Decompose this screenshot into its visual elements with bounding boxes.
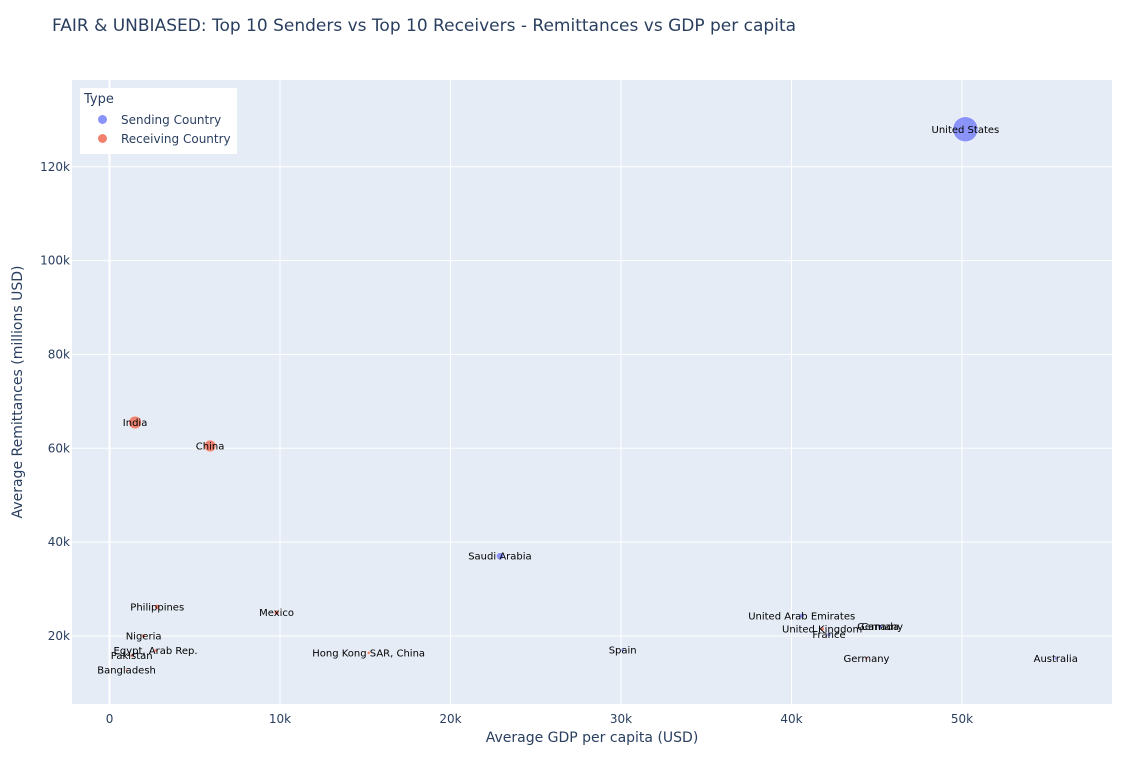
point-label: Nigeria xyxy=(126,631,162,642)
y-tick-label: 80k xyxy=(48,347,70,361)
data-point xyxy=(273,609,280,616)
grid-lines xyxy=(72,80,1112,704)
data-point xyxy=(864,656,869,661)
x-axis-title: Average GDP per capita (USD) xyxy=(486,730,699,746)
data-point xyxy=(620,648,625,652)
point-label: China xyxy=(196,441,225,452)
point-label: Canada xyxy=(861,622,899,633)
point-label: India xyxy=(123,418,148,429)
point-label: Mexico xyxy=(259,608,294,619)
data-point xyxy=(203,439,217,453)
x-tick-label: 50k xyxy=(951,712,973,726)
data-point xyxy=(496,552,504,561)
x-tick-label: 20k xyxy=(439,712,461,726)
y-tick-label: 40k xyxy=(48,535,70,549)
data-point xyxy=(1054,656,1058,661)
y-tick-label: 120k xyxy=(40,160,70,174)
y-tick-label: 60k xyxy=(48,441,70,455)
legend[interactable]: Type Sending Country Receiving Country xyxy=(80,88,237,154)
data-point xyxy=(129,653,134,658)
x-axis-ticks: 0 10k 20k 30k 40k 50k xyxy=(106,712,973,726)
x-tick-label: 30k xyxy=(610,712,632,726)
data-point xyxy=(366,651,371,655)
y-axis-title: Average Remittances (millions USD) xyxy=(10,266,26,519)
data-point xyxy=(128,415,142,430)
legend-label-receiving: Receiving Country xyxy=(121,131,231,146)
point-label: United States xyxy=(932,125,1000,136)
data-point xyxy=(141,633,146,639)
legend-title: Type xyxy=(84,92,114,107)
legend-label-sending: Sending Country xyxy=(121,112,222,127)
point-label: Germany xyxy=(844,654,890,665)
data-point xyxy=(125,668,129,672)
point-label: Germany xyxy=(857,622,903,633)
y-tick-label: 100k xyxy=(40,254,70,268)
point-label: Bangladesh xyxy=(97,666,156,677)
legend-item-sending[interactable]: Sending Country xyxy=(84,110,233,129)
data-point xyxy=(877,624,883,629)
plot-background xyxy=(72,80,1112,704)
data-point xyxy=(826,632,832,637)
point-labels: United States Saudi Arabia United Arab Emi… xyxy=(97,125,1078,677)
chart-title: FAIR & UNBIASED: Top 10 Senders vs Top 1… xyxy=(52,16,797,36)
data-point xyxy=(952,116,979,143)
data-point xyxy=(153,648,158,653)
point-label: Pakistan xyxy=(111,651,153,662)
data-point xyxy=(819,626,825,632)
point-label: Hong Kong SAR, China xyxy=(312,648,425,659)
point-label: Australia xyxy=(1034,654,1078,665)
data-point xyxy=(154,604,161,610)
y-tick-label: 20k xyxy=(48,629,70,643)
legend-item-receiving[interactable]: Receiving Country xyxy=(84,129,233,148)
point-label: United Arab Emirates xyxy=(748,611,855,622)
legend-marker-receiving xyxy=(98,134,107,143)
data-points xyxy=(125,116,1058,672)
point-label: France xyxy=(812,630,845,641)
data-point xyxy=(799,613,805,619)
point-label: Spain xyxy=(609,646,637,657)
point-label: Egypt, Arab Rep. xyxy=(114,646,198,657)
x-tick-label: 40k xyxy=(780,712,802,726)
x-tick-label: 10k xyxy=(269,712,291,726)
point-label: Philippines xyxy=(130,602,184,613)
point-label: United Kingdom xyxy=(782,624,862,635)
x-tick-label: 0 xyxy=(106,712,114,726)
point-label: Saudi Arabia xyxy=(468,552,531,563)
y-axis-ticks: 20k 40k 60k 80k 100k 120k xyxy=(40,160,70,643)
legend-marker-sending xyxy=(98,115,107,124)
